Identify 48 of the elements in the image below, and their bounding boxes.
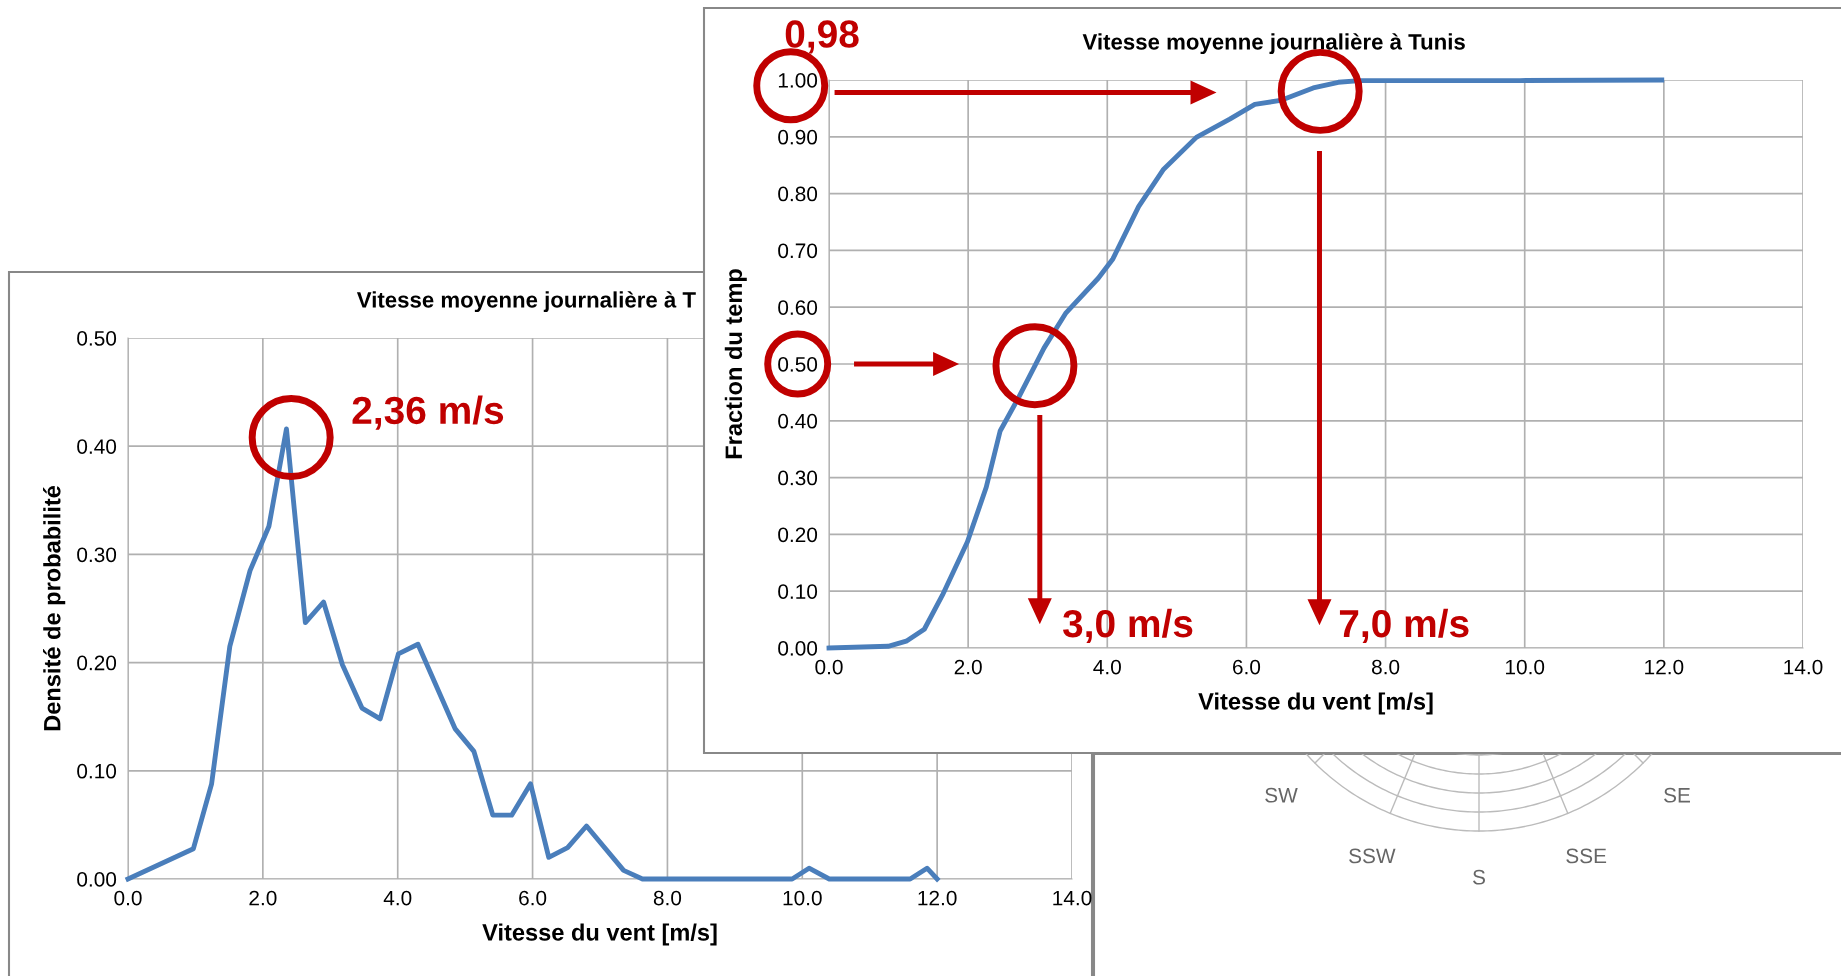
y-tick-label: 0.80: [778, 186, 818, 202]
x-tick-label: 2.0: [249, 890, 277, 906]
x-axis-title: Vitesse du vent [m/s]: [482, 923, 717, 946]
y-tick-label: 0.00: [77, 872, 117, 887]
y-tick-label: 0.90: [778, 129, 818, 145]
x-tick-label: 4.0: [1093, 659, 1121, 675]
annotation: 3,0 m/s: [1062, 608, 1193, 644]
y-tick-label: 0.00: [778, 641, 818, 656]
x-tick-label: 6.0: [1233, 659, 1261, 675]
x-tick-label: 14.0: [1784, 659, 1823, 675]
x-tick-label: 14.0: [1053, 890, 1092, 906]
x-tick-label: 12.0: [918, 890, 957, 906]
category-label: SSW: [1349, 848, 1396, 864]
x-tick-label: 0.0: [114, 890, 142, 906]
x-tick-label: 8.0: [653, 890, 682, 906]
text: 0,98: [785, 20, 859, 54]
x-tick-label: 6.0: [519, 890, 547, 906]
y-axis-title: Fraction du temp: [724, 269, 747, 459]
x-tick-label: 12.0: [1645, 659, 1684, 675]
y-tick-label: 0.40: [778, 413, 818, 429]
x-tick-label: 0.0: [815, 659, 843, 675]
x-tick-label: 10.0: [783, 890, 822, 906]
x-tick-label: 8.0: [1372, 659, 1400, 675]
y-tick-label: 0.60: [778, 300, 818, 315]
y-tick-label: 0.10: [778, 584, 818, 599]
category-label: SE: [1664, 787, 1690, 803]
annotation: 2,36 m/s: [352, 395, 504, 430]
y-tick-label: 1.00: [778, 73, 818, 88]
x-axis-title: Vitesse du vent [m/s]: [1198, 692, 1433, 715]
x-tick-label: 10.0: [1506, 659, 1545, 675]
category-label: SW: [1265, 787, 1298, 803]
y-tick-label: 0.50: [77, 331, 117, 346]
y-tick-label: 0.10: [77, 763, 117, 779]
x-tick-label: 4.0: [383, 890, 412, 906]
y-axis-title: Densité de probabilité: [43, 485, 66, 731]
y-tick-label: 0.50: [778, 357, 818, 372]
chart-title: Vitesse moyenne journalière à T: [356, 291, 696, 313]
y-tick-label: 0.40: [77, 439, 117, 454]
category-label: S: [1473, 869, 1485, 885]
x-tick-label: 2.0: [954, 659, 982, 675]
y-tick-label: 0.20: [778, 527, 818, 543]
y-tick-label: 0.30: [778, 470, 818, 486]
annotation: 7,0 m/s: [1339, 608, 1469, 644]
y-tick-label: 0.70: [778, 243, 818, 259]
y-tick-label: 0.30: [77, 547, 117, 563]
category-label: SSE: [1566, 848, 1607, 864]
chart-title: Vitesse moyenne journalière à Tunis: [1082, 33, 1465, 55]
y-tick-label: 0.20: [77, 655, 117, 671]
